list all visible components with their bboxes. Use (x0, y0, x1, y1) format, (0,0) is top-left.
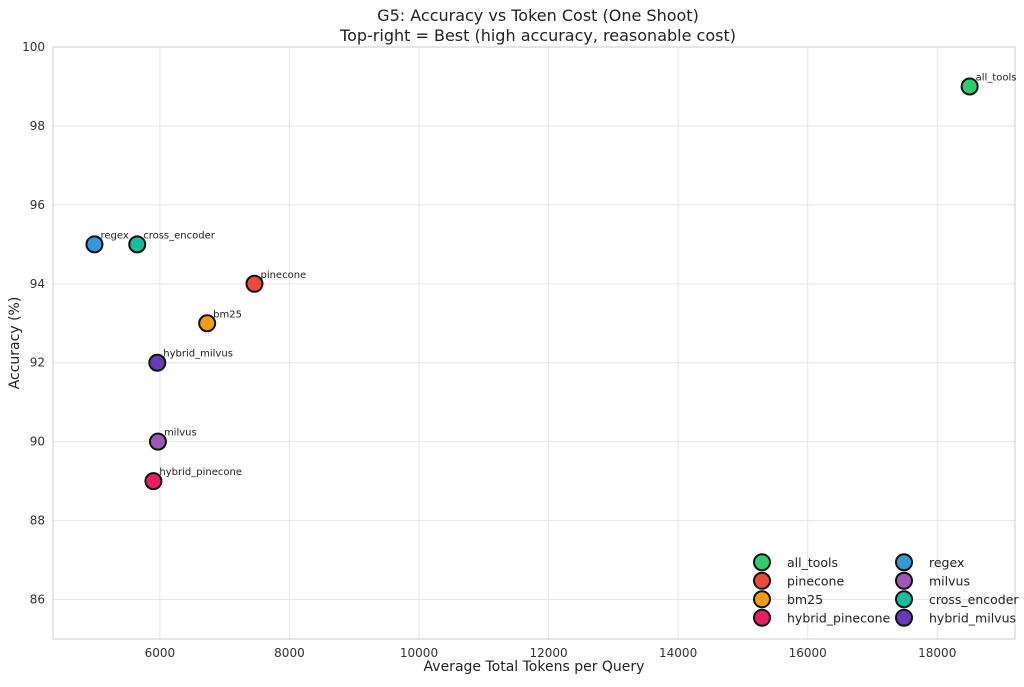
point-label-hybrid_milvus: hybrid_milvus (163, 349, 233, 360)
y-tick-label: 92 (30, 356, 45, 370)
point-hybrid_pinecone (144, 472, 163, 491)
legend-label-milvus: milvus (929, 573, 970, 588)
legend-marker-hybrid_milvus (895, 608, 913, 627)
x-tick-label: 14000 (659, 646, 697, 660)
x-tick-label: 10000 (400, 646, 438, 660)
point-hybrid_milvus (148, 353, 167, 372)
point-label-cross_encoder: cross_encoder (143, 230, 216, 241)
point-label-milvus: milvus (164, 428, 197, 439)
y-tick-label: 94 (30, 277, 45, 291)
x-tick-label: 16000 (789, 646, 827, 660)
grid (53, 46, 1015, 639)
x-axis-label: Average Total Tokens per Query (424, 659, 645, 675)
point-bm25 (198, 314, 217, 333)
x-tick-label: 8000 (274, 646, 305, 660)
legend-marker-milvus (895, 571, 913, 590)
point-label-hybrid_pinecone: hybrid_pinecone (159, 467, 242, 478)
point-regex (85, 235, 104, 254)
legend-marker-all_tools (753, 553, 771, 572)
y-tick-label: 86 (30, 593, 45, 607)
legend-label-regex: regex (929, 555, 964, 570)
y-tick-label: 96 (30, 198, 45, 212)
y-tick-label: 100 (22, 40, 45, 54)
legend: all_tools regex pinecone milvus bm25 cross_en… (753, 553, 1019, 627)
legend-label-all_tools: all_tools (787, 555, 838, 570)
legend-label-hybrid_milvus: hybrid_milvus (929, 610, 1016, 625)
plot-frame (52, 46, 1016, 640)
legend-marker-hybrid_pinecone (753, 608, 771, 627)
legend-label-hybrid_pinecone: hybrid_pinecone (787, 610, 891, 625)
axis-ticks: 6000 8000 10000 12000 14000 16000 18000 86 88 90 9… (22, 40, 956, 660)
point-pinecone (245, 274, 264, 293)
legend-label-cross_encoder: cross_encoder (929, 592, 1019, 607)
point-milvus (148, 432, 167, 451)
legend-marker-bm25 (753, 590, 771, 609)
legend-marker-pinecone (753, 571, 771, 590)
point-label-bm25: bm25 (213, 309, 242, 320)
x-tick-label: 12000 (529, 646, 567, 660)
x-tick-label: 18000 (918, 646, 956, 660)
chart-subtitle: Top-right = Best (high accuracy, reasona… (339, 26, 736, 45)
y-tick-label: 90 (30, 435, 45, 449)
chart-title: G5: Accuracy vs Token Cost (One Shoot) (377, 6, 699, 25)
y-tick-label: 98 (30, 119, 45, 133)
point-label-regex: regex (100, 230, 128, 241)
point-all_tools (960, 77, 979, 96)
point-label-pinecone: pinecone (260, 270, 306, 281)
point-cross_encoder (128, 235, 147, 254)
legend-marker-regex (895, 553, 913, 572)
x-tick-label: 6000 (145, 646, 176, 660)
point-label-all_tools: all_tools (976, 72, 1017, 83)
y-tick-label: 88 (30, 514, 45, 528)
legend-marker-cross_encoder (895, 590, 913, 609)
legend-label-bm25: bm25 (787, 592, 823, 607)
legend-label-pinecone: pinecone (787, 573, 844, 588)
y-axis-label: Accuracy (%) (7, 297, 23, 390)
